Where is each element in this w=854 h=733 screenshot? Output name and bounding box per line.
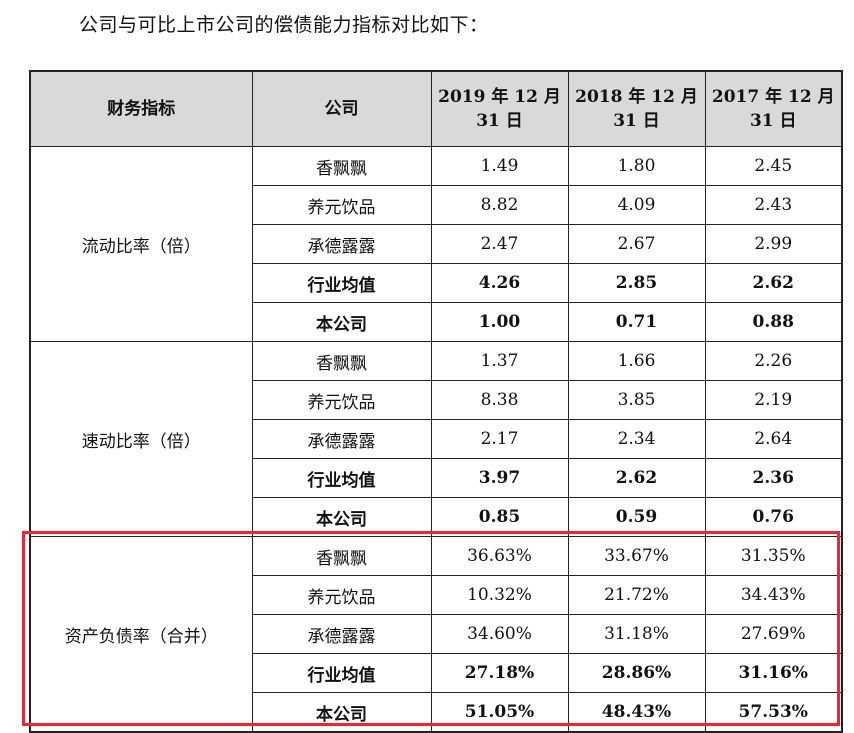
table-header-row: 财务指标 公司 2019 年 12 月 31 日 2018 年 12 月 31 日 … <box>29 70 843 147</box>
company-cell: 本公司 <box>251 497 432 537</box>
metric-cell: 流动比率（倍） <box>29 146 253 342</box>
value-cell: 2.43 <box>704 185 843 225</box>
company-cell: 香飘飘 <box>251 341 432 381</box>
value-cell: 31.35% <box>704 536 843 576</box>
table-row: 资产负债率（合并） 香飘飘 36.63% 33.67% 31.35% <box>29 536 843 733</box>
company-cell: 养元饮品 <box>251 575 432 615</box>
metric-cell: 速动比率（倍） <box>29 341 253 537</box>
value-cell: 4.09 <box>567 185 706 225</box>
value-cell: 1.80 <box>567 146 706 186</box>
value-cell: 2.45 <box>704 146 843 186</box>
table-row: 养元饮品 8.38 3.85 2.19 <box>30 380 843 420</box>
value-cell: 1.37 <box>430 341 569 381</box>
table-row: 承德露露 2.47 2.67 2.99 <box>30 224 843 264</box>
value-cell: 51.05% <box>430 692 569 733</box>
value-cell: 27.18% <box>430 653 569 693</box>
table-row: 行业均值 3.97 2.62 2.36 <box>30 458 843 498</box>
value-cell: 4.26 <box>430 263 569 303</box>
metric-cell: 资产负债率（合并） <box>29 536 253 733</box>
company-cell: 行业均值 <box>251 458 432 498</box>
value-cell: 0.76 <box>704 497 843 537</box>
company-cell: 本公司 <box>251 692 432 733</box>
value-cell: 2.34 <box>567 419 706 459</box>
value-cell: 2.67 <box>567 224 706 264</box>
value-cell: 2.19 <box>704 380 843 420</box>
header-company: 公司 <box>251 70 432 147</box>
value-cell: 2.85 <box>567 263 706 303</box>
value-cell: 2.99 <box>704 224 843 264</box>
value-cell: 2.36 <box>704 458 843 498</box>
header-2017: 2017 年 12 月 31 日 <box>704 70 843 147</box>
value-cell: 2.26 <box>704 341 843 381</box>
value-cell: 36.63% <box>430 536 569 576</box>
table-row: 养元饮品 8.82 4.09 2.43 <box>30 185 843 225</box>
value-cell: 1.00 <box>430 302 569 342</box>
value-cell: 57.53% <box>704 692 843 733</box>
company-cell: 承德露露 <box>251 224 432 264</box>
solvency-comparison-table: 财务指标 公司 2019 年 12 月 31 日 2018 年 12 月 31 日 … <box>29 70 843 733</box>
value-cell: 48.43% <box>567 692 706 733</box>
company-cell: 承德露露 <box>251 419 432 459</box>
table-row: 行业均值 4.26 2.85 2.62 <box>30 263 843 303</box>
value-cell: 0.59 <box>567 497 706 537</box>
value-cell: 2.47 <box>430 224 569 264</box>
intro-text: 公司与可比上市公司的偿债能力指标对比如下： <box>79 14 489 36</box>
value-cell: 2.64 <box>704 419 843 459</box>
table-row: 本公司 0.85 0.59 0.76 <box>30 497 843 537</box>
table-row: 承德露露 2.17 2.34 2.64 <box>30 419 843 459</box>
value-cell: 1.49 <box>430 146 569 186</box>
company-cell: 养元饮品 <box>251 380 432 420</box>
value-cell: 8.82 <box>430 185 569 225</box>
header-2018: 2018 年 12 月 31 日 <box>567 70 706 147</box>
value-cell: 2.62 <box>567 458 706 498</box>
value-cell: 3.97 <box>430 458 569 498</box>
company-cell: 香飘飘 <box>251 536 432 576</box>
table-row: 速动比率（倍） 香飘飘 1.37 1.66 2.26 <box>29 341 843 537</box>
value-cell: 31.18% <box>567 614 706 654</box>
value-cell: 31.16% <box>704 653 843 693</box>
header-2019: 2019 年 12 月 31 日 <box>430 70 569 147</box>
value-cell: 1.66 <box>567 341 706 381</box>
value-cell: 0.88 <box>704 302 843 342</box>
value-cell: 3.85 <box>567 380 706 420</box>
company-cell: 承德露露 <box>251 614 432 654</box>
value-cell: 21.72% <box>567 575 706 615</box>
value-cell: 8.38 <box>430 380 569 420</box>
value-cell: 0.71 <box>567 302 706 342</box>
company-cell: 香飘飘 <box>251 146 432 186</box>
table-row: 行业均值 27.18% 28.86% 31.16% <box>30 653 843 693</box>
value-cell: 0.85 <box>430 497 569 537</box>
value-cell: 2.62 <box>704 263 843 303</box>
table-row: 流动比率（倍） 香飘飘 1.49 1.80 2.45 <box>29 146 843 342</box>
value-cell: 10.32% <box>430 575 569 615</box>
table-row: 本公司 1.00 0.71 0.88 <box>30 302 843 342</box>
company-cell: 养元饮品 <box>251 185 432 225</box>
value-cell: 27.69% <box>704 614 843 654</box>
company-cell: 本公司 <box>251 302 432 342</box>
company-cell: 行业均值 <box>251 653 432 693</box>
value-cell: 2.17 <box>430 419 569 459</box>
value-cell: 33.67% <box>567 536 706 576</box>
value-cell: 34.60% <box>430 614 569 654</box>
company-cell: 行业均值 <box>251 263 432 303</box>
value-cell: 34.43% <box>704 575 843 615</box>
header-metric: 财务指标 <box>29 70 253 147</box>
value-cell: 28.86% <box>567 653 706 693</box>
